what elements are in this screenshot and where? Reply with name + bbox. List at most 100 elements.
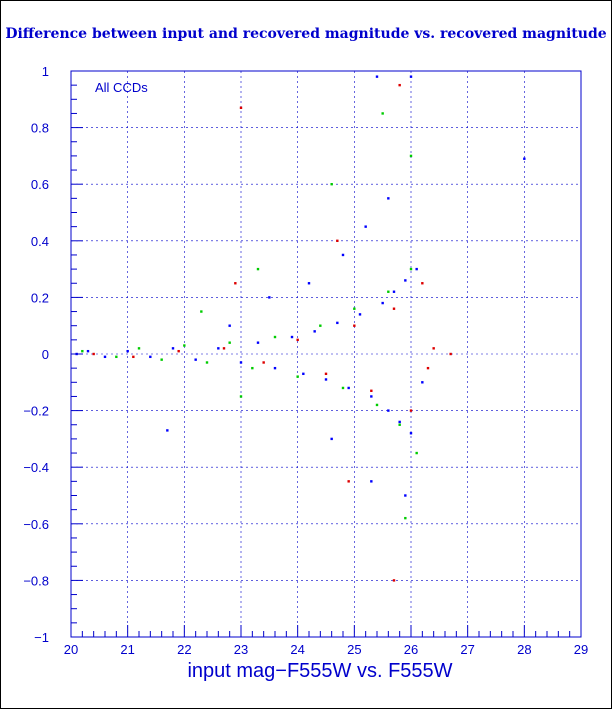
data-point bbox=[341, 253, 345, 257]
data-point bbox=[268, 296, 271, 299]
tick-labels: 20 21 22 23 24 25 26 27 28 29 −1 −0.8 −0.6 −0.4 −0.2 0 0… bbox=[23, 64, 588, 657]
y-tick-label: 1 bbox=[42, 64, 49, 79]
data-point bbox=[404, 494, 407, 497]
x-tick-label: 23 bbox=[234, 642, 248, 657]
data-point bbox=[307, 282, 311, 285]
data-point bbox=[290, 335, 294, 339]
data-point bbox=[194, 358, 197, 361]
data-point bbox=[256, 341, 260, 344]
data-point bbox=[449, 352, 452, 356]
data-point bbox=[409, 409, 413, 412]
data-point bbox=[234, 282, 237, 285]
x-tick-label: 27 bbox=[460, 642, 474, 657]
data-point bbox=[415, 451, 418, 455]
data-point bbox=[324, 378, 328, 381]
data-point bbox=[387, 290, 390, 293]
y-tick-label: −1 bbox=[34, 630, 49, 645]
data-point bbox=[200, 310, 203, 313]
data-point bbox=[432, 347, 435, 350]
x-tick-label: 28 bbox=[517, 642, 531, 657]
y-tick-label: 0.4 bbox=[31, 234, 49, 249]
data-point bbox=[421, 282, 424, 285]
data-point bbox=[409, 432, 413, 435]
data-point bbox=[353, 324, 356, 327]
y-tick-label: 0 bbox=[42, 347, 49, 362]
data-point bbox=[239, 106, 243, 109]
data-point bbox=[217, 347, 220, 350]
data-point bbox=[341, 386, 345, 390]
data-points bbox=[75, 75, 526, 582]
data-point bbox=[330, 437, 333, 441]
data-point bbox=[336, 239, 339, 242]
data-point bbox=[228, 324, 231, 327]
data-point bbox=[273, 335, 277, 339]
data-point bbox=[239, 361, 243, 364]
data-point bbox=[409, 267, 413, 271]
y-tick-label: −0.4 bbox=[23, 460, 49, 475]
data-point bbox=[353, 307, 356, 310]
data-point bbox=[228, 341, 231, 344]
data-point bbox=[81, 349, 84, 353]
x-axis-title: input mag−F555W vs. F555W bbox=[187, 660, 452, 682]
data-point bbox=[160, 358, 163, 361]
y-tick-label: 0.8 bbox=[31, 121, 49, 136]
data-point bbox=[347, 386, 350, 390]
y-tick-label: −0.8 bbox=[23, 573, 49, 588]
data-point bbox=[177, 349, 180, 353]
data-point bbox=[302, 372, 305, 376]
data-point bbox=[86, 349, 90, 353]
data-point bbox=[370, 389, 373, 392]
data-point bbox=[103, 355, 107, 359]
data-point bbox=[387, 197, 390, 200]
data-point bbox=[115, 355, 118, 359]
data-point bbox=[375, 403, 379, 407]
data-point bbox=[426, 366, 430, 370]
data-point bbox=[137, 347, 141, 350]
y-tick-label: −0.6 bbox=[23, 517, 49, 532]
axis-ticks bbox=[70, 70, 582, 638]
y-tick-label: 0.2 bbox=[31, 290, 49, 305]
data-point bbox=[132, 355, 135, 359]
data-point bbox=[149, 355, 152, 359]
y-tick-label: 0.6 bbox=[31, 177, 49, 192]
data-point bbox=[166, 429, 169, 432]
grid-lines bbox=[71, 71, 581, 637]
data-point bbox=[392, 290, 396, 293]
data-point bbox=[404, 279, 407, 282]
data-point bbox=[415, 267, 418, 271]
chart-title: Difference between input and recovered m… bbox=[5, 26, 607, 42]
data-point bbox=[251, 366, 254, 370]
data-point bbox=[273, 366, 277, 370]
x-tick-label: 26 bbox=[404, 642, 418, 657]
data-point bbox=[409, 154, 413, 158]
data-point bbox=[296, 375, 299, 378]
data-point bbox=[364, 225, 367, 228]
data-point bbox=[370, 395, 373, 398]
data-point bbox=[358, 313, 362, 316]
data-point bbox=[392, 307, 396, 310]
data-point bbox=[375, 75, 379, 78]
data-point bbox=[262, 361, 265, 364]
data-point bbox=[347, 480, 350, 483]
data-point bbox=[205, 361, 209, 364]
data-point bbox=[92, 352, 95, 356]
data-point bbox=[398, 420, 401, 424]
data-point bbox=[523, 157, 526, 160]
y-tick-label: −0.2 bbox=[23, 404, 49, 419]
x-tick-label: 29 bbox=[574, 642, 588, 657]
data-point bbox=[183, 344, 186, 347]
data-point bbox=[336, 321, 339, 325]
data-point bbox=[392, 579, 396, 582]
data-point bbox=[409, 75, 413, 78]
data-point bbox=[330, 183, 333, 186]
x-tick-label: 22 bbox=[177, 642, 191, 657]
x-tick-label: 24 bbox=[290, 642, 304, 657]
data-point bbox=[398, 423, 401, 426]
data-point bbox=[370, 480, 373, 483]
data-point bbox=[319, 324, 322, 327]
data-point bbox=[381, 301, 384, 305]
data-point bbox=[381, 112, 384, 115]
x-tick-label: 25 bbox=[347, 642, 361, 657]
data-point bbox=[126, 349, 129, 353]
